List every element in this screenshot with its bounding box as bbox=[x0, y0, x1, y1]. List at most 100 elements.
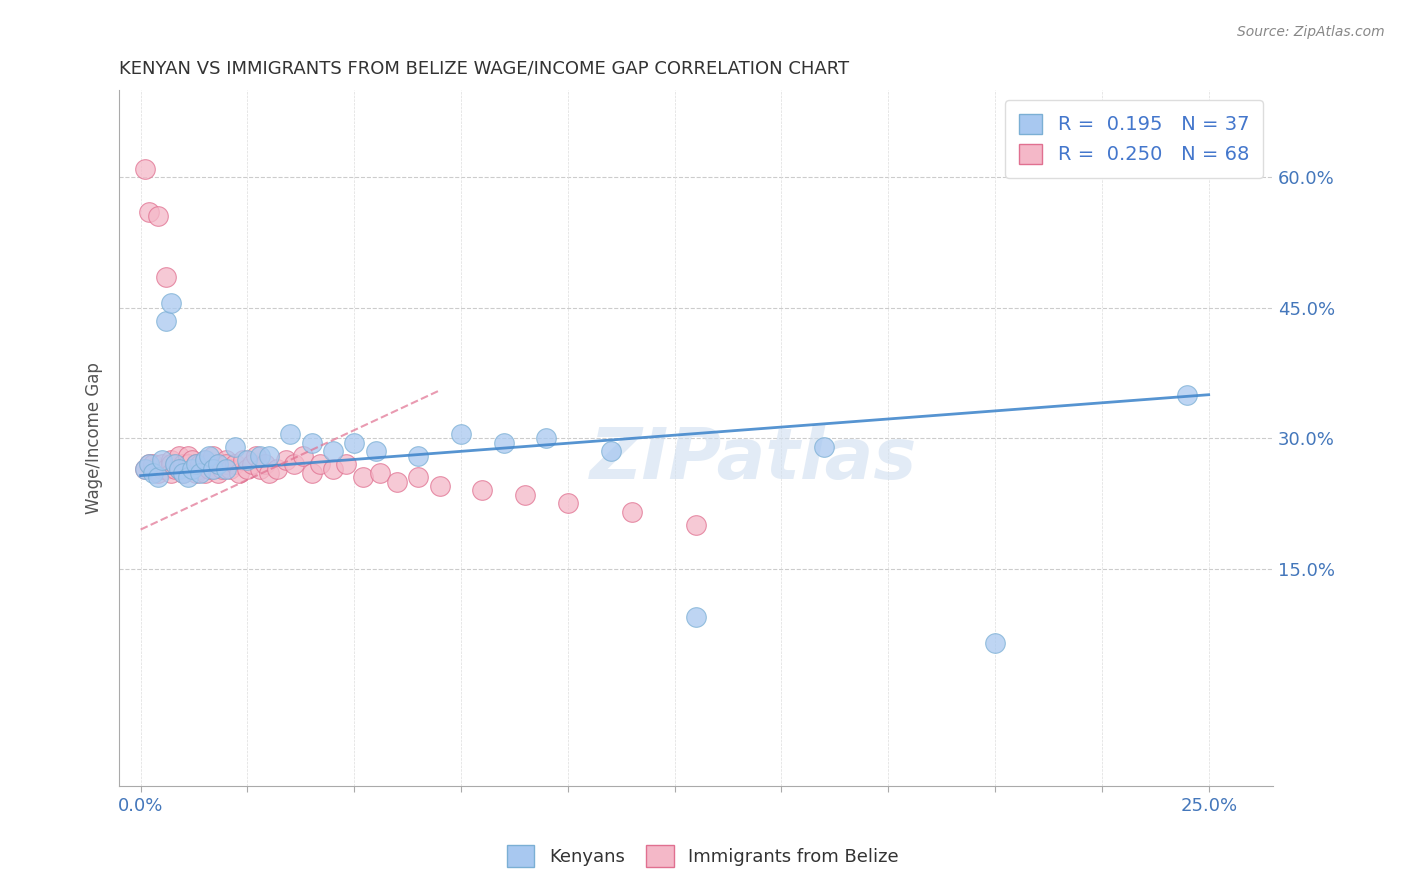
Point bbox=[813, 440, 835, 454]
Point bbox=[202, 461, 225, 475]
Point bbox=[274, 453, 297, 467]
Y-axis label: Wage/Income Gap: Wage/Income Gap bbox=[86, 362, 103, 514]
Point bbox=[150, 461, 173, 475]
Point bbox=[429, 479, 451, 493]
Point bbox=[167, 449, 190, 463]
Point bbox=[190, 466, 212, 480]
Point bbox=[257, 449, 280, 463]
Point bbox=[138, 458, 160, 472]
Point bbox=[557, 496, 579, 510]
Point bbox=[257, 466, 280, 480]
Point bbox=[172, 466, 194, 480]
Point bbox=[180, 461, 202, 475]
Point bbox=[190, 458, 212, 472]
Point bbox=[186, 466, 208, 480]
Point bbox=[236, 453, 259, 467]
Point bbox=[163, 458, 186, 472]
Point bbox=[215, 458, 238, 472]
Point bbox=[249, 461, 271, 475]
Point bbox=[364, 444, 387, 458]
Point bbox=[155, 314, 177, 328]
Point bbox=[150, 458, 173, 472]
Point bbox=[301, 466, 323, 480]
Point bbox=[176, 449, 198, 463]
Point bbox=[215, 461, 238, 475]
Point bbox=[301, 435, 323, 450]
Point bbox=[155, 461, 177, 475]
Point bbox=[150, 453, 173, 467]
Point bbox=[471, 483, 494, 498]
Point bbox=[211, 461, 233, 475]
Point bbox=[343, 435, 366, 450]
Point bbox=[240, 458, 263, 472]
Text: KENYAN VS IMMIGRANTS FROM BELIZE WAGE/INCOME GAP CORRELATION CHART: KENYAN VS IMMIGRANTS FROM BELIZE WAGE/IN… bbox=[120, 60, 849, 78]
Point bbox=[224, 458, 246, 472]
Point bbox=[142, 466, 165, 480]
Point bbox=[283, 458, 305, 472]
Point bbox=[450, 426, 472, 441]
Point bbox=[186, 458, 208, 472]
Point bbox=[142, 458, 165, 472]
Point bbox=[228, 466, 250, 480]
Point bbox=[685, 609, 707, 624]
Point bbox=[368, 466, 391, 480]
Point bbox=[155, 270, 177, 285]
Point bbox=[138, 458, 160, 472]
Point bbox=[266, 461, 288, 475]
Point bbox=[291, 449, 314, 463]
Point bbox=[134, 161, 156, 176]
Point bbox=[198, 458, 221, 472]
Point bbox=[408, 449, 430, 463]
Point bbox=[492, 435, 515, 450]
Point bbox=[159, 458, 181, 472]
Point bbox=[278, 426, 301, 441]
Point bbox=[215, 453, 238, 467]
Point bbox=[190, 461, 212, 475]
Point bbox=[167, 461, 190, 475]
Point bbox=[138, 205, 160, 219]
Point bbox=[198, 461, 221, 475]
Point bbox=[335, 458, 357, 472]
Point bbox=[146, 470, 169, 484]
Point bbox=[984, 635, 1007, 649]
Point bbox=[245, 449, 267, 463]
Point bbox=[236, 461, 259, 475]
Point bbox=[219, 461, 242, 475]
Point bbox=[309, 458, 332, 472]
Point bbox=[163, 461, 186, 475]
Point bbox=[146, 466, 169, 480]
Point bbox=[176, 470, 198, 484]
Point bbox=[176, 458, 198, 472]
Point bbox=[620, 505, 643, 519]
Point bbox=[685, 518, 707, 533]
Point bbox=[408, 470, 430, 484]
Legend: Kenyans, Immigrants from Belize: Kenyans, Immigrants from Belize bbox=[501, 838, 905, 874]
Point bbox=[194, 453, 217, 467]
Point bbox=[134, 461, 156, 475]
Point bbox=[146, 210, 169, 224]
Point bbox=[163, 458, 186, 472]
Point bbox=[207, 458, 229, 472]
Point bbox=[186, 458, 208, 472]
Point bbox=[232, 453, 254, 467]
Point bbox=[180, 461, 202, 475]
Point bbox=[172, 458, 194, 472]
Point bbox=[159, 466, 181, 480]
Point bbox=[202, 461, 225, 475]
Point bbox=[159, 296, 181, 310]
Text: Source: ZipAtlas.com: Source: ZipAtlas.com bbox=[1237, 25, 1385, 39]
Point bbox=[207, 466, 229, 480]
Point bbox=[249, 449, 271, 463]
Point bbox=[198, 449, 221, 463]
Point bbox=[352, 470, 374, 484]
Point bbox=[134, 461, 156, 475]
Point bbox=[142, 461, 165, 475]
Point bbox=[322, 444, 344, 458]
Point bbox=[172, 466, 194, 480]
Point bbox=[385, 475, 408, 489]
Point bbox=[1175, 388, 1198, 402]
Point bbox=[180, 453, 202, 467]
Point bbox=[536, 431, 558, 445]
Point bbox=[322, 461, 344, 475]
Point bbox=[159, 453, 181, 467]
